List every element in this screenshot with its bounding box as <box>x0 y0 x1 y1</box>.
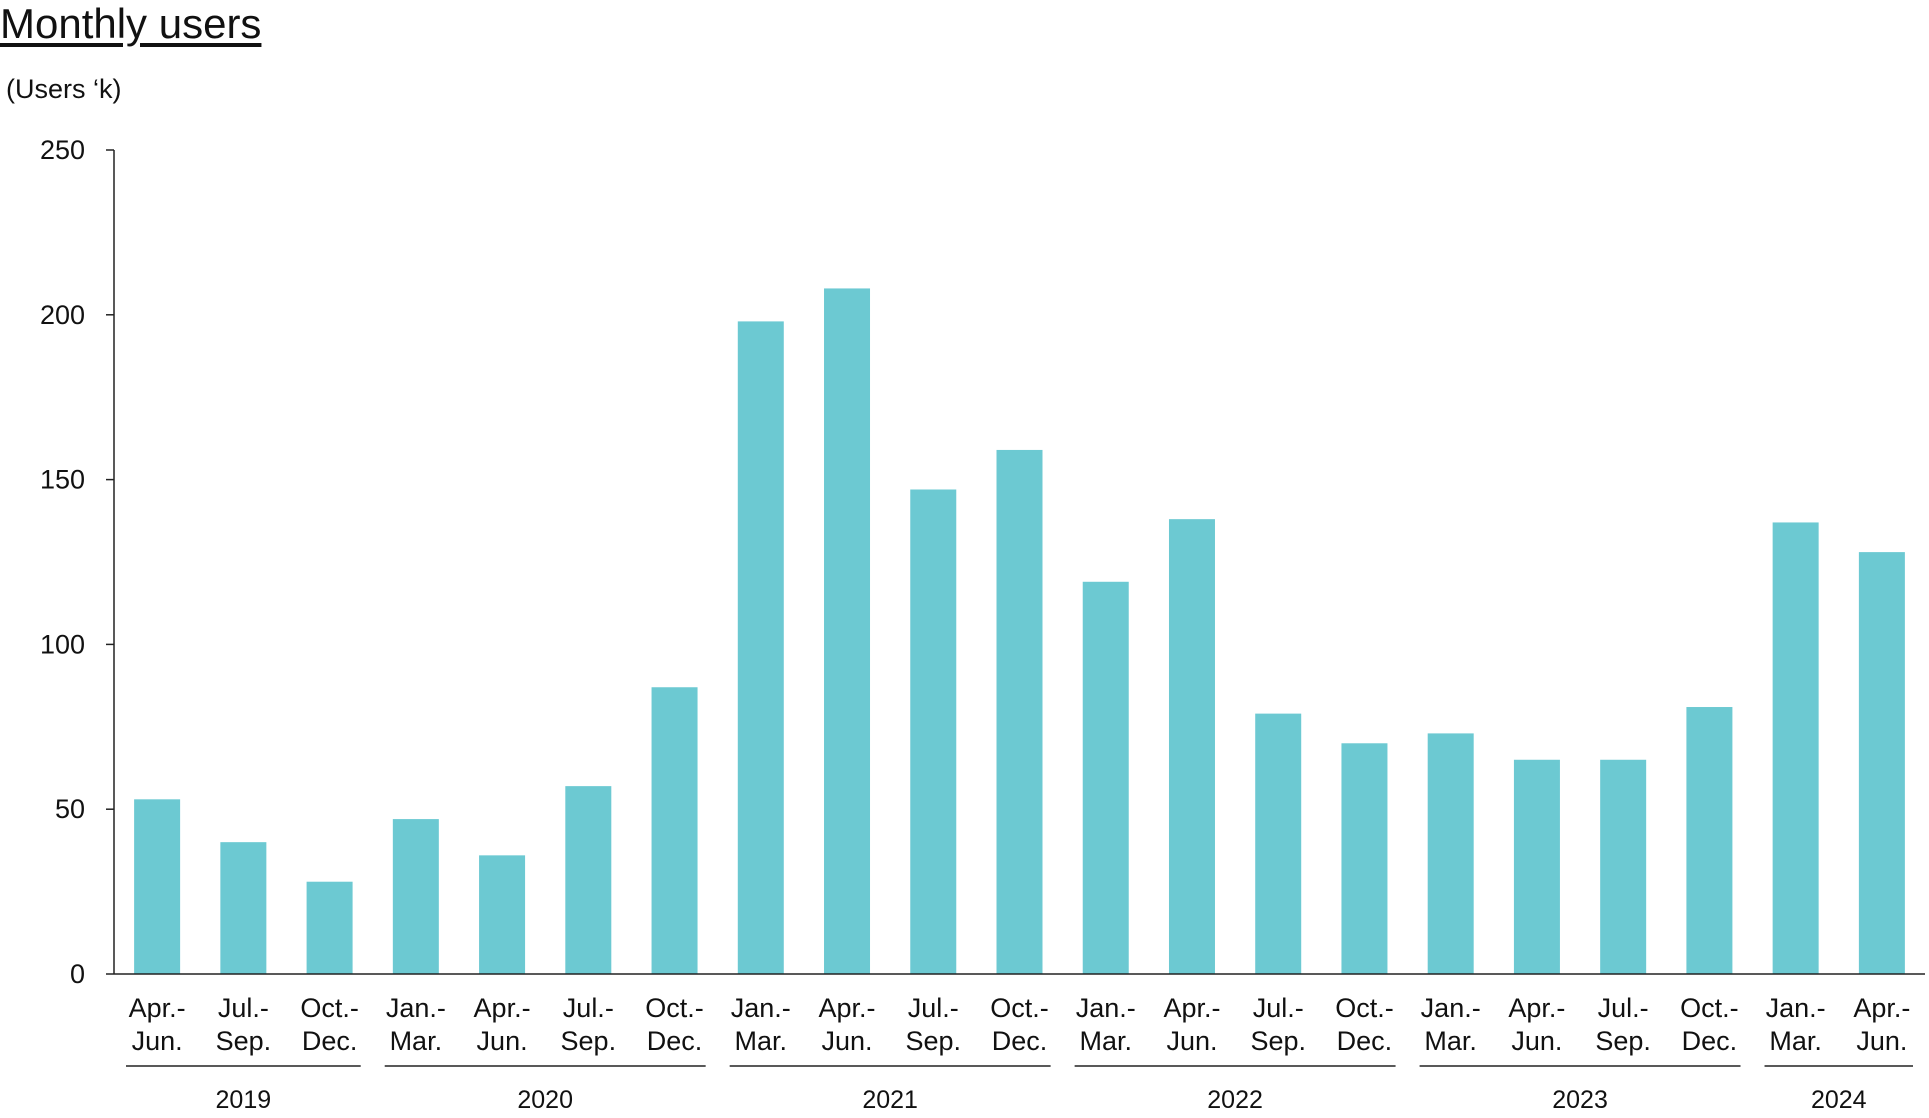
bar-5 <box>565 786 612 974</box>
y-axis-unit-label: (Users ‘k) <box>6 74 122 104</box>
x-category-label-3: Jan.-Mar. <box>386 993 446 1056</box>
y-tick-label-0: 0 <box>70 959 85 989</box>
bar-7 <box>737 321 784 975</box>
x-category-label-19: Jan.-Mar. <box>1766 993 1826 1056</box>
x-category-label-1: Jul.-Sep. <box>216 993 272 1056</box>
x-category-label-18: Oct.-Dec. <box>1680 993 1739 1056</box>
x-category-label-4: Apr.-Jun. <box>474 993 531 1056</box>
bar-4 <box>479 855 526 974</box>
x-category-label-16: Apr.-Jun. <box>1508 993 1565 1056</box>
year-label-2020: 2020 <box>517 1086 573 1114</box>
x-category-label-6: Oct.-Dec. <box>645 993 704 1056</box>
bar-11 <box>1082 581 1129 974</box>
x-category-label-13: Jul.-Sep. <box>1250 993 1306 1056</box>
bar-10 <box>996 449 1043 974</box>
bar-3 <box>392 819 439 974</box>
year-label-2021: 2021 <box>862 1086 918 1114</box>
bar-14 <box>1341 743 1388 974</box>
x-category-label-11: Jan.-Mar. <box>1076 993 1136 1056</box>
bar-12 <box>1168 519 1215 974</box>
bar-18 <box>1686 707 1733 974</box>
y-tick-label-100: 100 <box>40 629 85 659</box>
x-category-label-2: Oct.-Dec. <box>300 993 359 1056</box>
bar-0 <box>134 799 181 974</box>
year-label-2022: 2022 <box>1207 1086 1263 1114</box>
bar-16 <box>1513 759 1560 974</box>
bar-2 <box>306 881 353 974</box>
x-category-label-14: Oct.-Dec. <box>1335 993 1394 1056</box>
x-category-label-8: Apr.-Jun. <box>819 993 876 1056</box>
x-category-label-7: Jan.-Mar. <box>731 993 791 1056</box>
bar-6 <box>651 687 698 974</box>
x-category-label-9: Jul.-Sep. <box>905 993 961 1056</box>
year-label-2019: 2019 <box>216 1086 272 1114</box>
x-category-label-0: Apr.-Jun. <box>129 993 186 1056</box>
x-category-label-15: Jan.-Mar. <box>1421 993 1481 1056</box>
year-label-2023: 2023 <box>1552 1086 1608 1114</box>
x-category-label-17: Jul.-Sep. <box>1595 993 1651 1056</box>
bar-19 <box>1772 522 1819 974</box>
x-category-label-5: Jul.-Sep. <box>561 993 617 1056</box>
y-tick-label-50: 50 <box>55 794 85 824</box>
year-label-2024: 2024 <box>1811 1086 1867 1114</box>
bar-8 <box>824 288 871 974</box>
y-tick-label-250: 250 <box>40 135 85 165</box>
bar-9 <box>910 489 957 974</box>
bar-13 <box>1255 713 1302 974</box>
bar-15 <box>1427 733 1474 974</box>
bar-1 <box>220 842 267 974</box>
bar-20 <box>1858 552 1905 974</box>
x-category-label-12: Apr.-Jun. <box>1163 993 1220 1056</box>
bar-17 <box>1600 759 1647 974</box>
y-tick-label-200: 200 <box>40 300 85 330</box>
x-category-label-20: Apr.-Jun. <box>1853 993 1910 1056</box>
x-category-label-10: Oct.-Dec. <box>990 993 1049 1056</box>
chart-title: Monthly users <box>0 0 262 47</box>
y-tick-label-150: 150 <box>40 465 85 495</box>
